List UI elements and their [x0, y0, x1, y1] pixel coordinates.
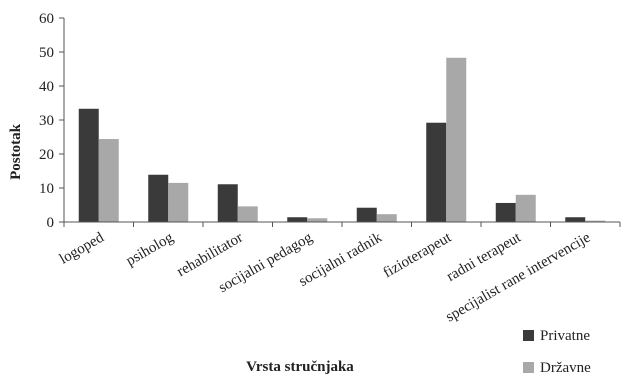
y-tick-label: 20 [39, 147, 54, 163]
y-tick-label: 60 [39, 11, 54, 27]
bar-drzavne [585, 220, 606, 222]
y-axis: 0 10 20 30 40 50 60 [39, 11, 65, 231]
legend-label: Državne [540, 360, 591, 376]
bar-privatne [78, 108, 99, 222]
y-axis-label: Postotak [8, 123, 24, 179]
bar-privatne [565, 217, 586, 222]
bar-drzavne [446, 57, 467, 222]
x-tick-label: logoped [57, 229, 107, 267]
bars [78, 57, 606, 222]
bar-drzavne [237, 206, 258, 222]
bar-privatne [148, 174, 169, 222]
bar-privatne [287, 217, 308, 222]
bar-privatne [426, 122, 447, 222]
legend-swatch [523, 362, 534, 373]
legend-swatch [523, 330, 534, 341]
x-axis-label: Vrsta stručnjaka [246, 359, 354, 375]
bar-drzavne [515, 194, 536, 222]
bar-drzavne [376, 214, 397, 222]
bar-privatne [356, 207, 377, 222]
x-tick-label: fizioterapeut [381, 229, 455, 281]
bar-drzavne [98, 139, 119, 222]
bar-privatne [495, 202, 516, 222]
y-tick-label: 40 [39, 79, 54, 95]
x-tick-label: psiholog [123, 229, 176, 269]
bar-drzavne [307, 218, 328, 222]
legend: Privatne Državne [523, 328, 591, 376]
bar-privatne [217, 184, 238, 222]
y-tick-label: 30 [39, 113, 54, 129]
y-tick-label: 0 [47, 215, 55, 231]
y-tick-label: 50 [39, 45, 54, 61]
y-tick-label: 10 [39, 181, 54, 197]
bar-drzavne [168, 182, 189, 222]
legend-label: Privatne [540, 328, 590, 344]
